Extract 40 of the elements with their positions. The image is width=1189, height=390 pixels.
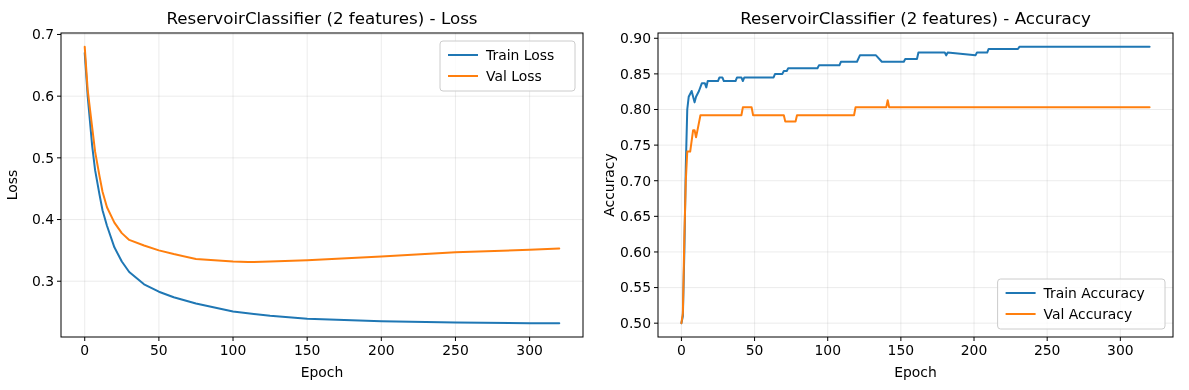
x-tick-label: 150 [293, 342, 321, 358]
x-tick-label: 250 [1033, 342, 1061, 358]
y-tick-label: 0.50 [620, 315, 651, 332]
y-axis-title: Loss [4, 169, 20, 201]
y-tick-label: 0.4 [31, 211, 55, 228]
line-series [680, 99, 1151, 325]
x-axis-title: Epoch [894, 364, 937, 380]
x-tick-label: 200 [368, 342, 395, 358]
y-tick-label: 0.3 [31, 273, 54, 290]
y-tick-label: 0.7 [31, 26, 54, 43]
x-tick-label: 50 [150, 342, 168, 358]
x-tick-label: 150 [887, 342, 915, 358]
legend-label: Val Accuracy [1043, 305, 1133, 322]
y-tick-label: 0.70 [620, 172, 651, 189]
x-tick-label: 200 [960, 342, 988, 358]
x-tick-label: 250 [442, 342, 469, 358]
y-tick-label: 0.80 [620, 101, 651, 118]
x-axis-title: Epoch [300, 364, 344, 380]
chart-title: ReservoirClassifier (2 features) - Loss [166, 8, 478, 28]
x-tick-label: 0 [676, 342, 686, 358]
legend-label: Train Accuracy [1042, 284, 1145, 301]
y-tick-label: 0.5 [31, 149, 54, 166]
line-series [83, 45, 561, 264]
y-tick-label: 0.75 [620, 136, 651, 153]
legend-label: Train Loss [485, 46, 555, 63]
x-tick-label: 50 [745, 342, 764, 358]
y-tick-label: 0.65 [620, 208, 651, 225]
y-tick-label: 0.60 [620, 243, 651, 260]
x-tick-label: 300 [1107, 342, 1134, 358]
legend-label: Val Loss [486, 67, 542, 84]
x-tick-label: 300 [516, 342, 543, 358]
y-axis-title: Accuracy [601, 153, 617, 217]
y-tick-label: 0.6 [31, 88, 54, 105]
x-tick-label: 100 [219, 342, 247, 358]
x-tick-label: 100 [814, 342, 841, 358]
y-tick-label: 0.90 [620, 30, 651, 47]
y-tick-label: 0.85 [620, 65, 651, 82]
y-tick-label: 0.55 [620, 279, 651, 296]
chart-title: ReservoirClassifier (2 features) - Accuracy [740, 8, 1091, 28]
x-tick-label: 0 [80, 342, 90, 358]
